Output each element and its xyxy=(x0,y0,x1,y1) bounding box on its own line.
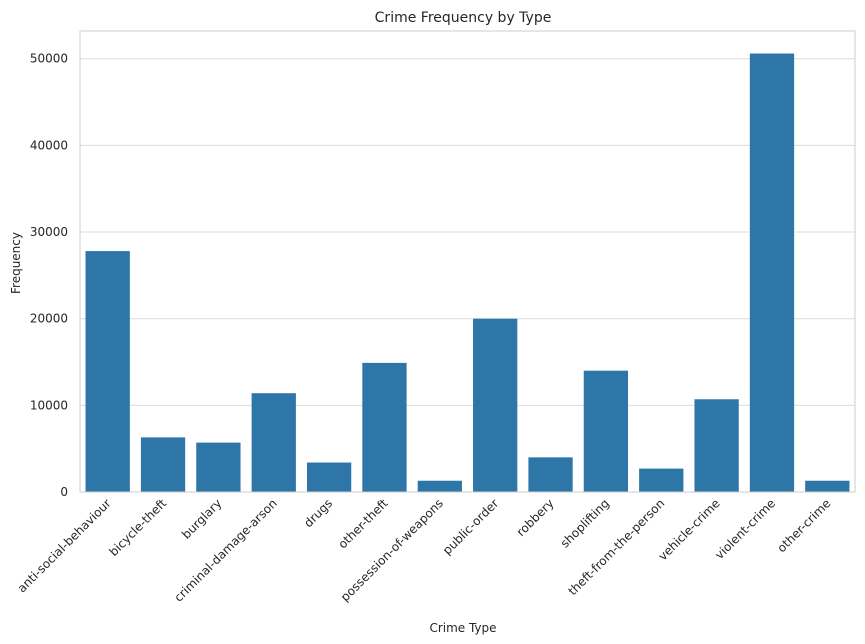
y-tick-label: 20000 xyxy=(30,312,68,326)
x-tick-label: burglary xyxy=(179,496,224,541)
x-tick-label: bicycle-theft xyxy=(106,496,169,559)
x-tick-label: anti-social-behaviour xyxy=(15,496,114,595)
x-tick-label: shoplifting xyxy=(558,496,612,550)
bar-vehicle-crime xyxy=(694,399,739,492)
x-tick-label: drugs xyxy=(301,496,335,530)
bar-shoplifting xyxy=(583,370,629,492)
x-axis-label: Crime Type xyxy=(429,621,496,635)
y-tick-label: 0 xyxy=(60,485,68,499)
bar-robbery xyxy=(528,457,573,492)
y-tick-label: 30000 xyxy=(30,225,68,239)
bar-possession-of-weapons xyxy=(417,480,462,492)
bars xyxy=(85,53,850,492)
y-tick-label: 40000 xyxy=(30,138,68,152)
plot-frame xyxy=(79,30,856,493)
bar-drugs xyxy=(306,462,352,492)
y-tick-label: 50000 xyxy=(30,52,68,66)
x-tick-label: public-order xyxy=(440,496,501,557)
bar-public-order xyxy=(473,318,518,492)
x-tick-label: theft-from-the-person xyxy=(565,496,667,598)
x-tick-label: possession-of-weapons xyxy=(338,496,446,604)
x-tick-label: other-crime xyxy=(774,496,833,555)
x-tick-label: other-theft xyxy=(335,496,390,551)
bar-anti-social-behaviour xyxy=(85,251,130,492)
x-tick-label: robbery xyxy=(514,496,557,539)
bar-criminal-damage-arson xyxy=(251,393,296,492)
bar-other-crime xyxy=(805,480,850,492)
bar-violent-crime xyxy=(749,53,795,492)
y-axis-ticks: 0 10000 20000 30000 40000 50000 xyxy=(30,52,68,499)
bar-other-theft xyxy=(362,362,407,492)
y-axis-label: Frequency xyxy=(9,232,23,294)
chart-title: Crime Frequency by Type xyxy=(375,10,552,26)
bar-bicycle-theft xyxy=(140,437,186,492)
bar-burglary xyxy=(196,442,241,492)
x-tick-label: criminal-damage-arson xyxy=(171,496,279,604)
bar-theft-from-the-person xyxy=(639,468,684,492)
y-tick-label: 10000 xyxy=(30,398,68,412)
